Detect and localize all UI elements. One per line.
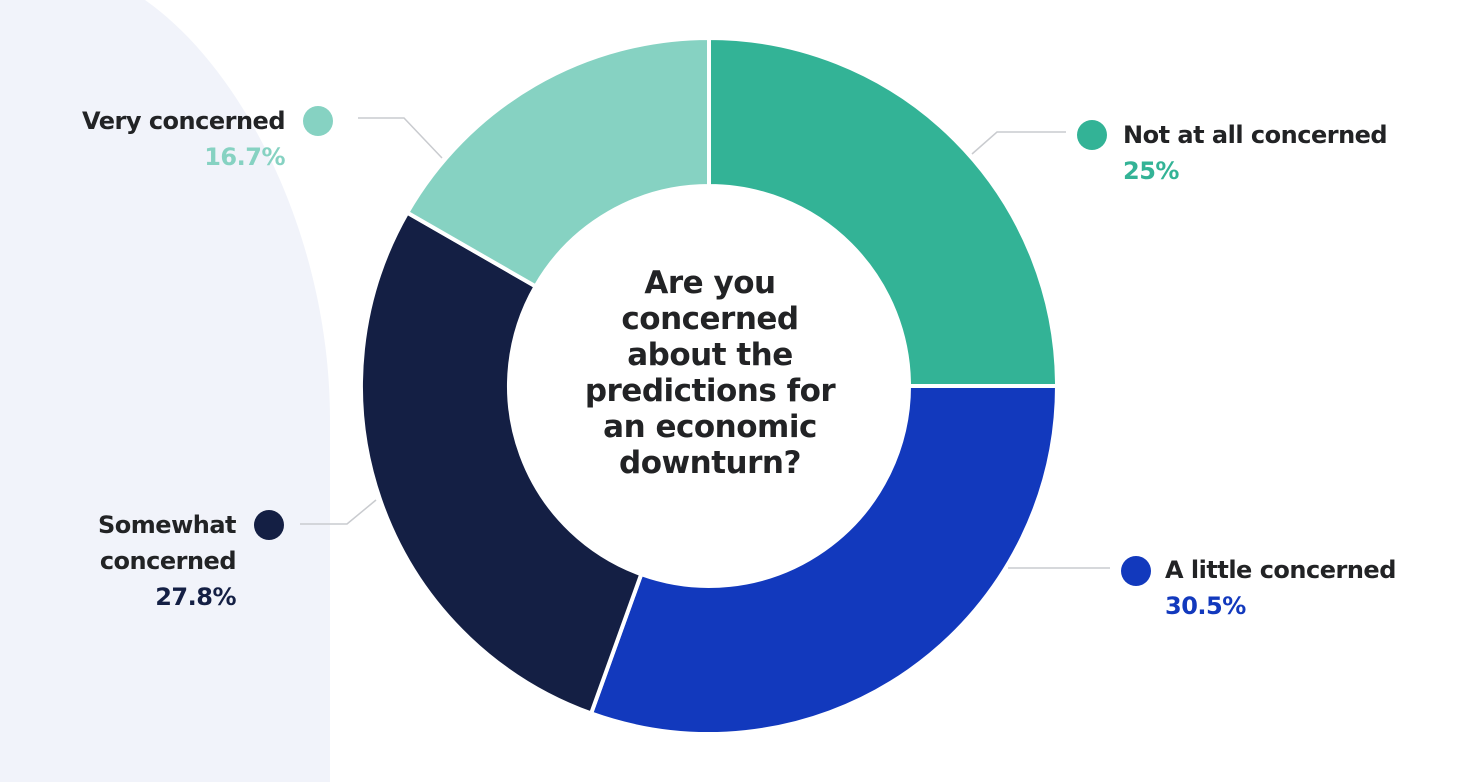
slice-label-a-little-concerned: A little concerned 30.5%: [1165, 552, 1396, 624]
chart-title-line: about the: [627, 337, 793, 373]
slice-percent: 30.5%: [1165, 592, 1246, 620]
slice-percent: 25%: [1123, 157, 1179, 185]
legend-dot-very-concerned: [303, 106, 333, 136]
slice-label-very-concerned: Very concerned 16.7%: [81, 103, 286, 175]
chart-title-line: Are you: [644, 265, 776, 301]
leader-line: [971, 131, 1066, 155]
slice-name: A little concerned: [1165, 556, 1396, 584]
legend-dot-somewhat-concerned: [254, 510, 284, 540]
chart-title-line: predictions for: [584, 373, 836, 409]
slice-percent: 27.8%: [155, 583, 236, 611]
slice-name: Somewhat concerned: [98, 511, 236, 575]
slice-not-at-all-concerned: [707, 35, 1060, 388]
slice-label-somewhat-concerned: Somewhat concerned 27.8%: [66, 507, 236, 615]
chart-title: Are you concerned about the predictions …: [540, 265, 880, 481]
leader-line: [358, 117, 443, 159]
slice-name: Not at all concerned: [1123, 121, 1388, 149]
slice-percent: 16.7%: [204, 143, 285, 171]
slice-a-little-concerned: [588, 384, 1060, 736]
slice-label-not-at-all-concerned: Not at all concerned 25%: [1123, 117, 1388, 189]
slice-somewhat-concerned: [359, 209, 644, 716]
slice-very-concerned: [404, 35, 711, 290]
legend-dot-not-at-all-concerned: [1077, 120, 1107, 150]
chart-title-line: an economic: [603, 409, 817, 445]
legend-dot-a-little-concerned: [1121, 556, 1151, 586]
leader-line: [300, 499, 377, 525]
chart-title-line: downturn?: [619, 445, 801, 481]
slice-name: Very concerned: [81, 107, 286, 135]
chart-title-line: concerned: [621, 301, 799, 337]
